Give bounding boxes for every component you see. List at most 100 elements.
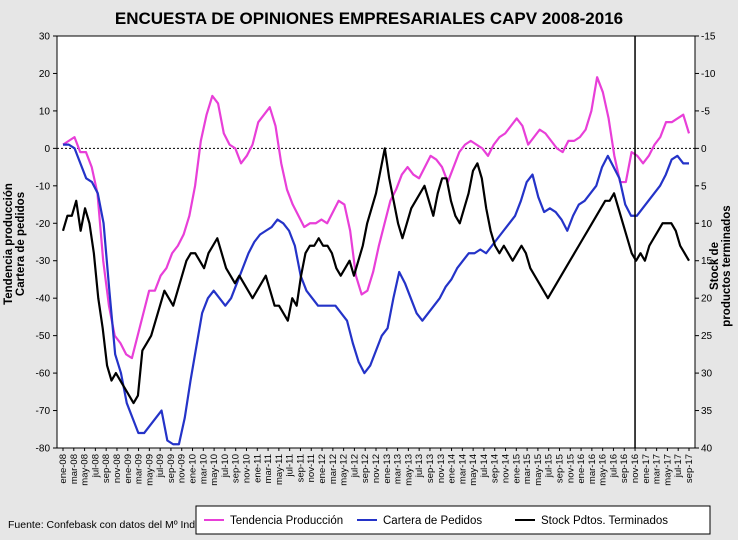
right-axis-title-line-2: productos terminados [721,205,733,326]
x-tick-label: ene-12 [317,454,328,484]
x-tick-label: sep-16 [619,454,630,483]
x-tick-label: nov-15 [565,454,576,483]
x-tick-label: jul-09 [155,454,166,478]
left-tick-label: -20 [36,219,51,230]
x-tick-label: may-17 [662,454,673,486]
series-line-3 [61,147,690,405]
right-tick-label: -15 [701,32,716,43]
chart-title: ENCUESTA DE OPINIONES EMPRESARIALES CAPV… [115,9,623,28]
right-tick-label: 15 [701,256,713,267]
x-tick-label: sep-12 [360,454,371,483]
x-tick-label: sep-11 [295,454,306,482]
x-tick-label: ene-10 [188,454,199,484]
left-axis-ticks: 30 20 10 0 -10 -20 -30 -40 -50 -60 -70 -80 [36,32,57,455]
right-tick-label: 30 [701,369,713,380]
legend-label-stock: Stock Pdtos. Terminados [541,515,668,527]
left-tick-label: 20 [39,69,51,80]
x-tick-label: may-14 [468,454,479,486]
x-tick-label: mar-14 [457,454,468,484]
x-tick-label: may-08 [80,454,91,486]
x-tick-label: nov-11 [306,454,317,482]
x-tick-label: sep-15 [554,454,565,483]
x-tick-label: mar-11 [263,454,274,483]
x-tick-label: sep-08 [101,454,112,483]
right-axis-ticks: -15 -10 -5 0 5 10 15 20 25 30 35 40 [695,32,716,455]
x-tick-label: ene-13 [382,454,393,484]
x-tick-label: nov-08 [112,454,123,483]
right-tick-label: 5 [701,181,707,192]
x-tick-label: ene-17 [641,454,652,484]
x-tick-label: nov-09 [177,454,188,483]
x-tick-label: jul-08 [90,454,101,478]
left-axis-title: Tendencia producción Cartera de pedidos [3,183,27,305]
x-tick-label: sep-17 [684,454,695,483]
source-note: Fuente: Confebask con datos del Mº Indus… [8,519,221,531]
x-tick-label: jul-16 [608,454,619,478]
x-tick-label: jul-15 [544,454,555,478]
x-tick-label: jul-12 [349,454,360,478]
right-tick-label: 35 [701,406,713,417]
legend-label-cartera: Cartera de Pedidos [383,515,482,527]
left-tick-label: -50 [36,331,51,342]
left-tick-label: -70 [36,406,51,417]
x-tick-label: ene-16 [576,454,587,484]
x-tick-label: may-13 [403,454,414,486]
x-tick-label: ene-15 [511,454,522,484]
right-tick-label: -10 [701,69,716,80]
x-tick-label: may-12 [339,454,350,486]
left-tick-label: -10 [36,181,51,192]
x-tick-label: sep-14 [490,454,501,483]
x-tick-label: mar-12 [328,454,339,484]
left-tick-label: 0 [44,144,50,155]
right-axis-title-line-1: Stock de [709,242,721,290]
x-tick-label: jul-11 [285,454,296,478]
right-tick-label: 0 [701,144,707,155]
x-tick-label: may-10 [209,454,220,486]
series-line-2 [63,143,689,446]
left-axis-title-line-2: Cartera de pedidos [15,192,27,296]
x-tick-label: sep-13 [425,454,436,483]
left-axis-title-line-1: Tendencia producción [3,183,15,305]
x-tick-label: mar-15 [522,454,533,484]
x-tick-label: ene-14 [447,454,458,484]
x-tick-label: mar-16 [587,454,598,484]
plot-area [56,35,696,449]
series-lines [61,76,691,446]
left-tick-label: 10 [39,106,51,117]
legend: Tendencia Producción Cartera de Pedidos … [195,505,711,535]
legend-label-tendencia: Tendencia Producción [230,515,343,527]
x-tick-label: nov-14 [501,454,512,483]
x-tick-label: nov-16 [630,454,641,483]
right-tick-label: 10 [701,219,713,230]
x-tick-label: mar-13 [393,454,404,484]
right-tick-label: -5 [701,106,710,117]
x-tick-label: ene-09 [123,454,134,484]
x-tick-label: jul-13 [414,454,425,478]
x-tick-label: mar-10 [198,454,209,484]
left-tick-label: -30 [36,256,51,267]
x-tick-label: ene-11 [252,454,263,483]
legend-box [195,505,711,535]
x-tick-label: jul-17 [673,454,684,478]
x-tick-label: mar-09 [134,454,145,484]
left-tick-label: 30 [39,32,51,43]
left-tick-label: -80 [36,444,51,455]
x-tick-label: nov-12 [371,454,382,483]
x-tick-label: may-16 [598,454,609,486]
x-tick-label: ene-08 [58,454,69,484]
left-tick-label: -40 [36,294,51,305]
x-tick-label: nov-13 [436,454,447,483]
right-tick-label: 20 [701,294,713,305]
x-tick-label: may-15 [533,454,544,486]
right-tick-label: 25 [701,331,713,342]
x-tick-label: jul-10 [220,454,231,478]
left-tick-label: -60 [36,369,51,380]
x-tick-label: may-09 [144,454,155,486]
x-tick-label: mar-08 [69,454,80,484]
x-tick-label: sep-09 [166,454,177,483]
right-tick-label: 40 [701,444,713,455]
x-axis-ticks: ene-08 mar-08 may-08 jul-08 sep-08 nov-08 ene-… [58,448,695,486]
x-tick-label: jul-14 [479,454,490,478]
x-tick-label: nov-10 [241,454,252,483]
